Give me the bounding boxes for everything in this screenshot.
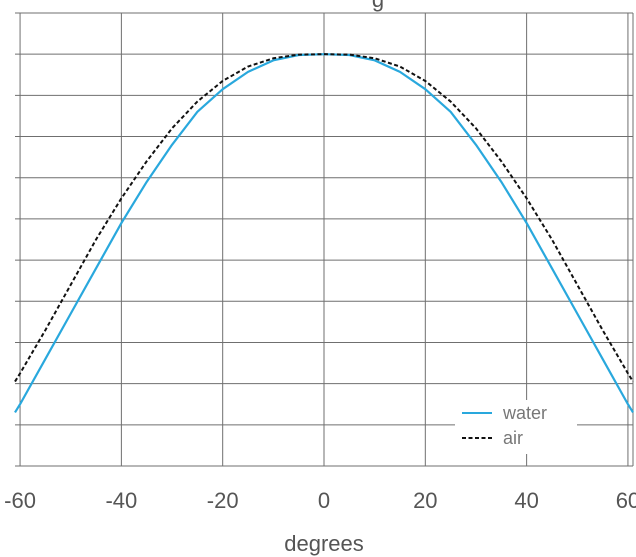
legend-background <box>455 400 577 454</box>
x-tick-label: 20 <box>413 488 437 513</box>
x-tick-label: -20 <box>207 488 239 513</box>
grid <box>15 12 634 467</box>
x-tick-label: 60 <box>616 488 636 513</box>
series-layer <box>14 53 634 414</box>
legend-label-air: air <box>503 428 523 448</box>
legend: water air <box>455 400 577 454</box>
x-axis-label: degrees <box>284 531 364 556</box>
legend-label-water: water <box>502 403 547 423</box>
x-tick-labels: -60 -40 -20 0 20 40 60 <box>4 488 636 513</box>
series-line-air <box>14 53 634 383</box>
x-tick-label: 0 <box>318 488 330 513</box>
chart-title-fragment: g <box>372 0 384 12</box>
x-tick-label: 40 <box>514 488 538 513</box>
x-tick-label: -60 <box>4 488 36 513</box>
x-tick-label: -40 <box>105 488 137 513</box>
